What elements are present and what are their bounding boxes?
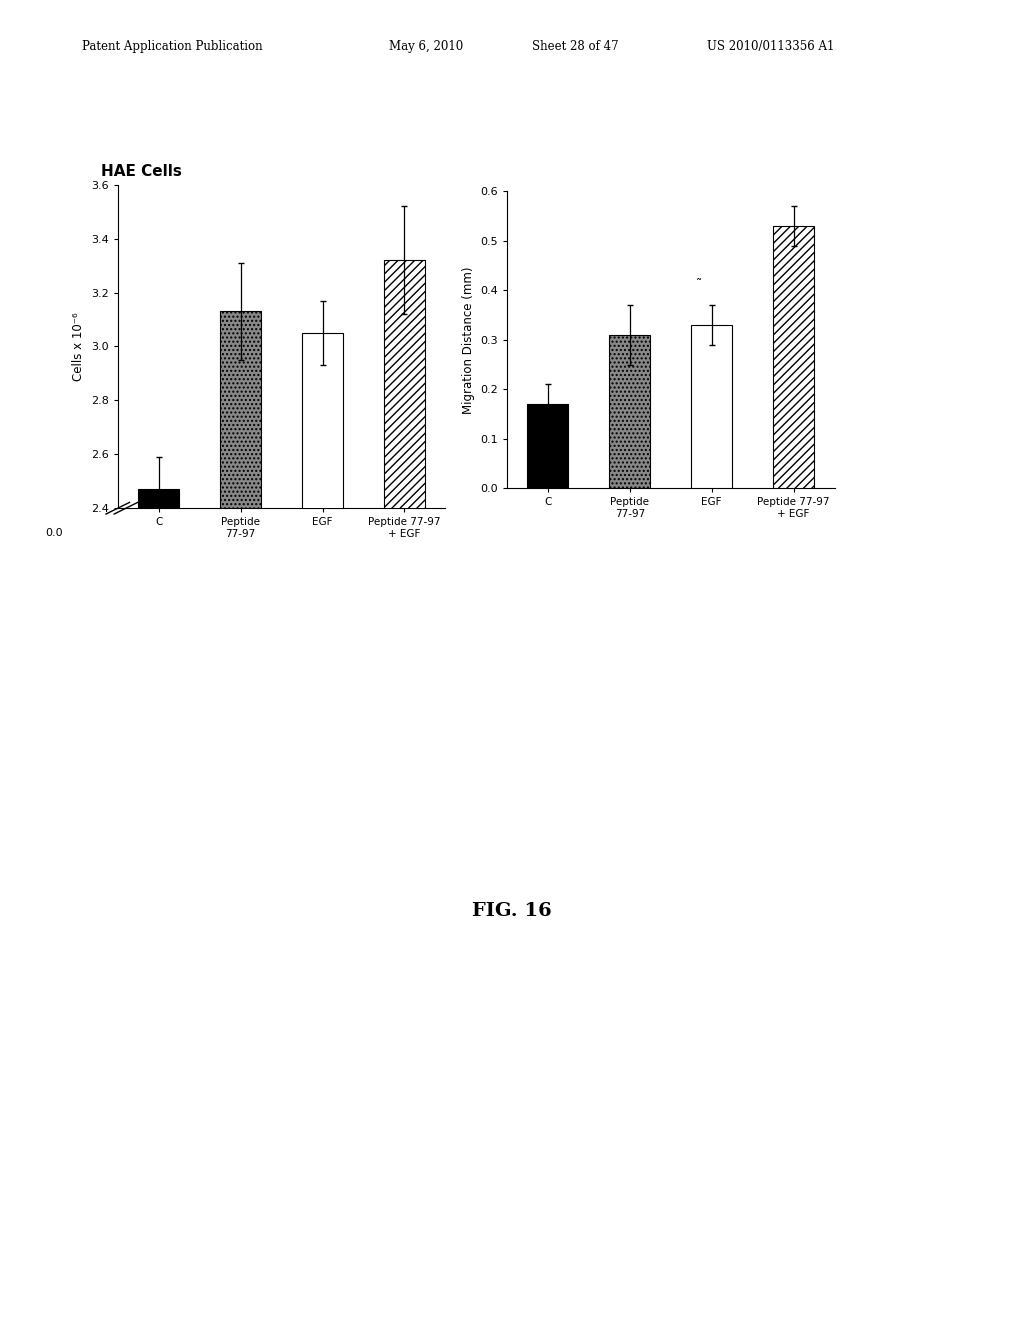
Bar <box>302 333 343 1155</box>
Text: Sheet 28 of 47: Sheet 28 of 47 <box>532 40 620 53</box>
Text: HAE Cells: HAE Cells <box>101 165 182 180</box>
Bar <box>691 325 732 488</box>
Text: May 6, 2010: May 6, 2010 <box>389 40 464 53</box>
Bar <box>609 335 650 488</box>
Bar <box>773 226 814 488</box>
Bar <box>527 404 568 488</box>
Text: ˜: ˜ <box>696 279 702 290</box>
Text: 0.0: 0.0 <box>46 528 63 537</box>
Bar <box>384 260 425 1155</box>
Text: FIG. 16: FIG. 16 <box>472 902 552 920</box>
Bar <box>138 490 179 1155</box>
Bar <box>220 312 261 1155</box>
Text: Patent Application Publication: Patent Application Publication <box>82 40 262 53</box>
Text: US 2010/0113356 A1: US 2010/0113356 A1 <box>707 40 834 53</box>
Y-axis label: Cells x 10⁻⁶: Cells x 10⁻⁶ <box>73 313 85 380</box>
Y-axis label: Migration Distance (mm): Migration Distance (mm) <box>462 267 474 413</box>
